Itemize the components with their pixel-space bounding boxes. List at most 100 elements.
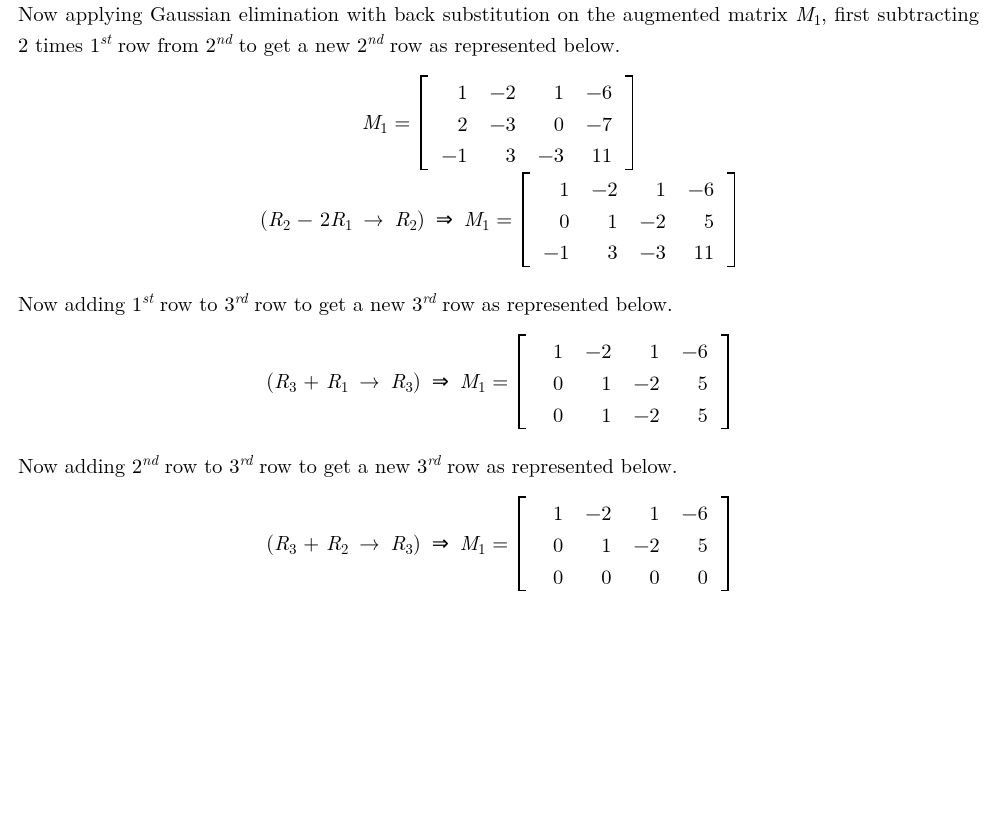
p1-text-a: Now applying Gaussian elimination with b… (18, 0, 795, 27)
matrix-4-table: 1−21−6 01−25 0000 (528, 496, 719, 591)
cell: 5 (671, 366, 719, 398)
cell: 1 (574, 366, 622, 398)
p1-text-d: to get a new (232, 29, 357, 58)
matrix-3: 1−21−6 01−25 01−25 (516, 334, 731, 429)
p1-text-e: row as represented below. (383, 29, 620, 58)
ord-3d: 3 (417, 450, 427, 479)
p3-text-d: row as represented below. (440, 450, 677, 479)
matrix-2-table: 1−21−6 01−25 −13−311 (532, 172, 725, 267)
cell: 1 (574, 528, 622, 560)
bracket-left-icon (516, 496, 524, 591)
ord-3c-sup: rd (239, 449, 252, 470)
cell: 5 (677, 204, 725, 236)
table-row: 0000 (528, 560, 719, 592)
cell: 1 (528, 496, 574, 528)
ord-1c-sup: st (142, 287, 153, 308)
eq4-M: M (460, 527, 478, 556)
eq4-M-sub: 1 (478, 538, 485, 559)
double-arrow-icon: ⇒ (428, 365, 453, 394)
p2-text-b: row to (153, 288, 224, 317)
op3-R3: R (274, 527, 289, 556)
equation-block-1: M1 = 1−21−6 2−30−7 −13−311 (R2 − 2R1 → R… (18, 75, 979, 267)
rp: ) (413, 365, 421, 394)
table-row: 01−25 (528, 366, 719, 398)
op1-R2: R (268, 203, 283, 232)
paragraph-1: Now applying Gaussian elimination with b… (18, 0, 979, 57)
eq2-M: M (464, 203, 482, 232)
op2-sign: + (303, 365, 326, 394)
bracket-left-icon (520, 172, 528, 267)
var-M: M (795, 0, 813, 27)
rp: ) (417, 203, 425, 232)
cell: −2 (580, 172, 628, 204)
op3-tR: R (391, 527, 406, 556)
cell: −2 (622, 398, 670, 430)
cell: 1 (622, 334, 670, 366)
cell: −2 (574, 334, 622, 366)
bracket-right-icon (723, 334, 731, 429)
to-arrow-icon: → (355, 527, 384, 556)
cell: 1 (629, 172, 677, 204)
equation-block-2: (R3 + R1 → R3) ⇒ M1 = 1−21−6 01−25 01−25 (18, 334, 979, 429)
p1-text-c: row from (111, 29, 206, 58)
cell: −2 (622, 366, 670, 398)
ord-3b-sup: rd (422, 287, 435, 308)
op1-coef: 2 (320, 203, 330, 232)
document-page: Now applying Gaussian elimination with b… (0, 0, 997, 591)
cell: 0 (528, 560, 574, 592)
cell: 1 (527, 75, 575, 107)
cell: 1 (580, 204, 628, 236)
cell: 11 (575, 138, 623, 170)
cell: 1 (528, 334, 574, 366)
table-row: 1−21−6 (532, 172, 725, 204)
to-arrow-icon: → (355, 365, 384, 394)
paragraph-2: Now adding 1st row to 3rd row to get a n… (18, 289, 979, 316)
matrix-1: 1−21−6 2−30−7 −13−311 (418, 75, 635, 170)
table-row: −13−311 (532, 235, 725, 267)
cell: 11 (677, 235, 725, 267)
cell: 3 (479, 138, 527, 170)
cell: −2 (622, 528, 670, 560)
cell: 3 (580, 235, 628, 267)
cell: 5 (671, 528, 719, 560)
eq1-equals: = (388, 106, 411, 135)
cell: 5 (671, 398, 719, 430)
bracket-left-icon (516, 334, 524, 429)
ord-2c: 2 (132, 450, 142, 479)
eq-row-3: (R3 + R1 → R3) ⇒ M1 = 1−21−6 01−25 01−25 (18, 334, 979, 429)
eq2-lhs: (R2 − 2R1 → R2) ⇒ M1 = (260, 205, 518, 235)
matrix-3-table: 1−21−6 01−25 01−25 (528, 334, 719, 429)
table-row: 01−25 (532, 204, 725, 236)
cell: 0 (671, 560, 719, 592)
op2-R3: R (274, 365, 289, 394)
cell: −2 (574, 496, 622, 528)
ord-2-sup: nd (216, 28, 232, 49)
cell: 1 (574, 398, 622, 430)
op2-R1-sub: 1 (341, 376, 348, 397)
bracket-left-icon (418, 75, 426, 170)
paragraph-3: Now adding 2nd row to 3rd row to get a n… (18, 451, 979, 478)
p2-text-c: row to get a new (248, 288, 413, 317)
ord-3a-sup: rd (235, 287, 248, 308)
p2-text-d: row as represented below. (435, 288, 672, 317)
op3-sign: + (303, 527, 326, 556)
table-row: −13−311 (430, 138, 623, 170)
cell: 1 (430, 75, 478, 107)
cell: 0 (574, 560, 622, 592)
ord-1: 1 (90, 29, 100, 58)
matrix-1-table: 1−21−6 2−30−7 −13−311 (430, 75, 623, 170)
ord-1-sup: st (100, 28, 111, 49)
eq-row-1: M1 = 1−21−6 2−30−7 −13−311 (18, 75, 979, 170)
eq4-equals: = (485, 527, 508, 556)
equation-block-3: (R3 + R2 → R3) ⇒ M1 = 1−21−6 01−25 0000 (18, 496, 979, 591)
ord-2b-sup: nd (367, 28, 383, 49)
cell: −6 (677, 172, 725, 204)
cell: −6 (671, 496, 719, 528)
ord-3c: 3 (229, 450, 239, 479)
eq3-M: M (460, 365, 478, 394)
cell: 0 (527, 107, 575, 139)
double-arrow-icon: ⇒ (432, 203, 457, 232)
eq1-M-sub: 1 (380, 117, 387, 138)
table-row: 1−21−6 (528, 334, 719, 366)
cell: 0 (528, 398, 574, 430)
